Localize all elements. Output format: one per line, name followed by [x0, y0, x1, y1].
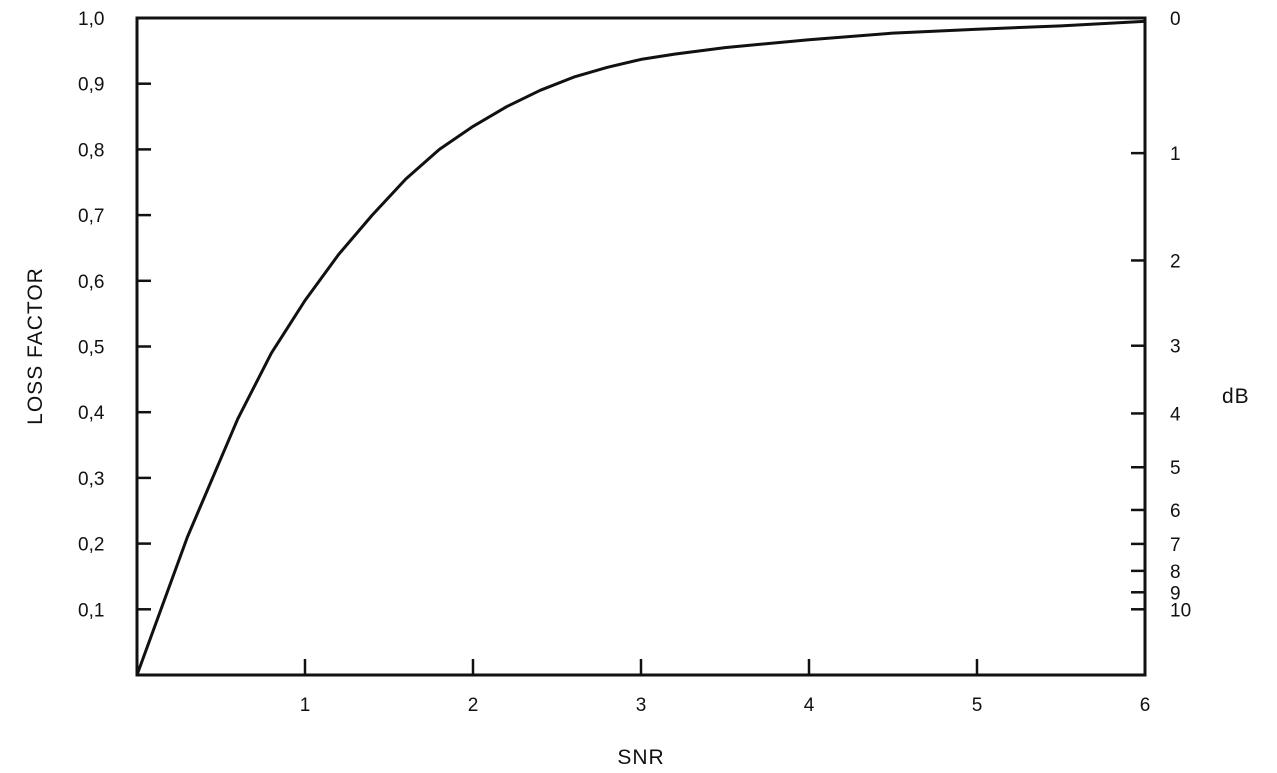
y-tick-label: 0,4 [78, 403, 105, 424]
x-axis-ticks: 1 2 3 4 5 6 [300, 659, 1151, 716]
y-tick-label: 0,5 [78, 338, 104, 359]
y2-tick-label: 9 [1170, 583, 1181, 604]
y2-tick-label: 4 [1170, 404, 1181, 425]
y2-tick-label: 0 [1170, 9, 1181, 30]
y2-tick-label: 6 [1170, 501, 1181, 522]
x-tick-label: 6 [1140, 695, 1151, 716]
y2-tick-label: 10 [1170, 600, 1191, 621]
y2-tick-label: 8 [1170, 562, 1181, 583]
x-tick-label: 1 [300, 695, 311, 716]
y2-tick-label: 1 [1170, 144, 1181, 165]
y-axis-ticks: 0,1 0,2 0,3 0,4 0,5 0,6 0,7 0,8 0,9 1,0 [78, 9, 151, 621]
plot-frame [135, 16, 1147, 677]
x-tick-label: 2 [468, 695, 479, 716]
y-tick-label: 0,2 [78, 535, 104, 556]
y-tick-label: 0,9 [78, 75, 104, 96]
x-tick-label: 3 [636, 695, 647, 716]
y-axis-title: LOSS FACTOR [24, 267, 47, 425]
y2-tick-label: 3 [1170, 337, 1181, 358]
loss-factor-curve [135, 19, 1146, 676]
y2-tick-label: 5 [1170, 458, 1181, 479]
y-tick-label: 0,1 [78, 600, 104, 621]
y-tick-label: 1,0 [78, 9, 104, 30]
y2-axis-title: dB [1222, 385, 1250, 408]
y2-tick-label: 2 [1170, 251, 1181, 272]
x-axis-title: SNR [617, 746, 664, 769]
y-tick-label: 0,8 [78, 140, 104, 161]
x-tick-label: 5 [972, 695, 983, 716]
y-tick-label: 0,6 [78, 272, 104, 293]
y-tick-label: 0,7 [78, 206, 104, 227]
x-tick-label: 4 [804, 695, 815, 716]
y2-tick-label: 7 [1170, 535, 1181, 556]
y-tick-label: 0,3 [78, 469, 104, 490]
